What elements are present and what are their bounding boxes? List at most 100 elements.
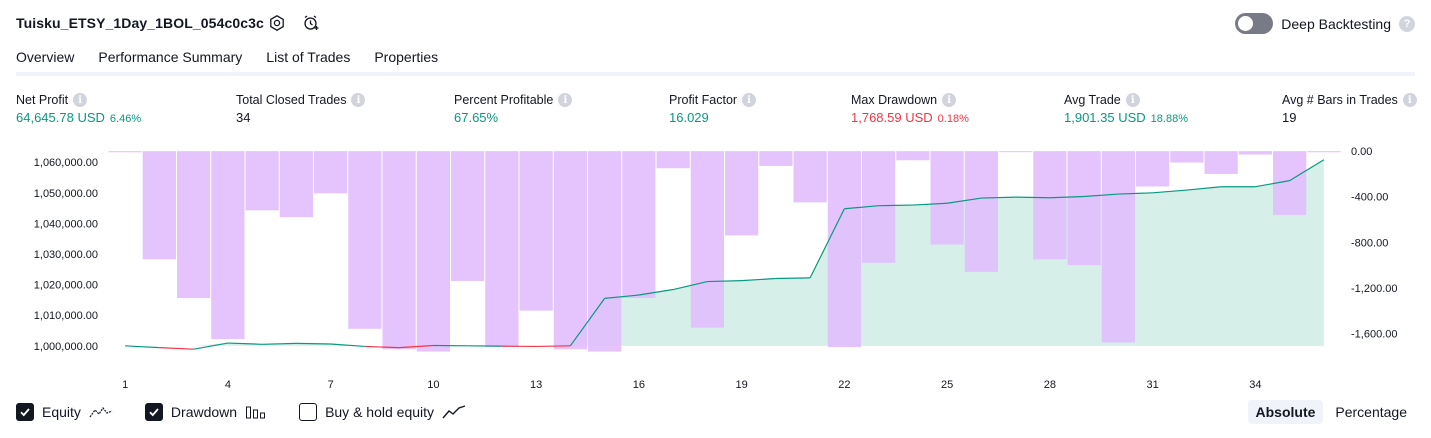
percentage-button[interactable]: Percentage — [1335, 404, 1407, 420]
drawdown-bar — [485, 151, 519, 348]
equity-checkbox[interactable] — [16, 403, 34, 421]
right-axis-tick-label: -800.00 — [1351, 237, 1388, 249]
equity-line-segment — [1084, 193, 1119, 198]
drawdown-checkbox[interactable] — [144, 403, 163, 421]
drawdown-bar — [1307, 151, 1341, 153]
drawdown-bar — [108, 151, 142, 153]
tabs-divider — [16, 72, 1415, 76]
legend-drawdown[interactable]: Drawdown — [144, 403, 267, 421]
equity-line-segment — [1118, 192, 1153, 195]
equity-line-segment — [227, 342, 263, 345]
equity-line-segment — [672, 280, 708, 291]
add-alert-icon[interactable] — [300, 12, 322, 34]
equity-line-segment — [364, 345, 400, 349]
info-icon[interactable]: i — [73, 93, 88, 107]
info-icon[interactable]: i — [742, 93, 757, 107]
equity-line-segment — [604, 294, 639, 299]
report-header: Tuisku_ETSY_1Day_1BOL_054c0c3c Deep Back… — [0, 0, 1431, 46]
equity-drawdown-chart[interactable]: 1,060,000.00 1,050,000.00 1,040,000.00 1,03… — [0, 140, 1431, 395]
drawdown-bar — [930, 151, 964, 245]
equity-line-segment — [775, 277, 811, 280]
drawdown-bar — [725, 151, 759, 236]
buy-hold-glyph-icon — [442, 404, 466, 420]
info-icon[interactable]: i — [1402, 93, 1417, 107]
help-icon[interactable]: ? — [1399, 15, 1415, 32]
equity-line-segment — [1049, 195, 1085, 199]
deep-backtesting-toggle[interactable] — [1235, 13, 1274, 34]
drawdown-bar — [1033, 151, 1067, 260]
x-axis-tick-label: 1 — [122, 379, 128, 391]
info-icon[interactable]: i — [558, 93, 573, 107]
metric-value: 67.65% — [454, 110, 499, 125]
legend-buy-hold[interactable]: Buy & hold equity — [299, 403, 466, 421]
x-axis-tick-label: 28 — [1044, 379, 1056, 391]
absolute-button[interactable]: Absolute — [1247, 400, 1324, 424]
chart-legend: Equity Drawdown Buy & hold equity — [16, 403, 498, 421]
metric-net-profit: Net Profit i 64,645.78 USD 6.46% — [16, 93, 141, 125]
drawdown-bar — [245, 151, 279, 211]
metric-percent-profitable: Percent Profitable i 67.65% — [454, 93, 573, 125]
metric-value: 64,645.78 USD — [16, 110, 105, 125]
equity-line-segment — [1015, 196, 1050, 199]
drawdown-bar — [1136, 151, 1170, 187]
left-axis-tick-label: 1,030,000.00 — [34, 249, 98, 261]
equity-line-segment — [741, 277, 776, 282]
drawdown-bar — [622, 151, 656, 299]
drawdown-bar — [553, 151, 587, 350]
metric-value: 19 — [1282, 110, 1297, 125]
info-icon[interactable]: i — [1125, 93, 1140, 107]
equity-line-segment — [125, 345, 160, 349]
left-axis-tick-label: 1,010,000.00 — [34, 310, 98, 322]
metric-label: Max Drawdown — [851, 93, 938, 107]
metric-label: Avg Trade — [1064, 93, 1121, 107]
drawdown-bar — [1067, 151, 1101, 266]
equity-line-segment — [638, 288, 674, 296]
equity-line-segment — [1186, 186, 1222, 191]
equity-line-segment — [262, 342, 297, 345]
drawdown-bar — [1238, 151, 1272, 155]
drawdown-bar — [793, 151, 827, 203]
tab-properties[interactable]: Properties — [374, 49, 439, 65]
equity-line-segment — [1152, 189, 1187, 194]
x-axis-tick-label: 19 — [736, 379, 748, 391]
tab-list-of-trades[interactable]: List of Trades — [266, 49, 351, 65]
equity-line-segment — [878, 204, 913, 207]
x-axis-tick-label: 22 — [838, 379, 850, 391]
metric-value: 34 — [236, 110, 251, 125]
settings-icon[interactable] — [266, 12, 288, 34]
equity-line-segment — [159, 347, 194, 350]
left-axis-tick-label: 1,050,000.00 — [34, 188, 98, 200]
equity-line-segment — [981, 196, 1016, 199]
info-icon[interactable]: i — [351, 93, 366, 107]
metric-percent: 18.88% — [1150, 113, 1188, 125]
equity-line-segment — [536, 345, 571, 348]
x-axis-tick-label: 31 — [1147, 379, 1159, 391]
drawdown-bar — [142, 151, 176, 260]
info-icon[interactable]: i — [942, 93, 957, 107]
left-axis-tick-label: 1,000,000.00 — [34, 341, 98, 353]
x-axis-tick-label: 34 — [1249, 379, 1261, 391]
right-axis-tick-label: -1,200.00 — [1351, 283, 1397, 295]
drawdown-bar — [1170, 151, 1204, 163]
metric-label: Net Profit — [16, 93, 69, 107]
legend-equity[interactable]: Equity — [16, 403, 113, 421]
metric-profit-factor: Profit Factor i 16.029 — [669, 93, 757, 125]
drawdown-bar — [690, 151, 724, 328]
buy-hold-checkbox[interactable] — [299, 403, 318, 421]
equity-line-segment — [399, 344, 434, 349]
x-axis-tick-label: 16 — [633, 379, 645, 391]
x-axis-tick-label: 4 — [225, 379, 231, 391]
metric-label: Avg # Bars in Trades — [1282, 93, 1398, 107]
drawdown-glyph-icon — [245, 404, 267, 420]
drawdown-bar — [656, 151, 690, 169]
tab-performance-summary[interactable]: Performance Summary — [98, 49, 243, 65]
left-axis-tick-label: 1,020,000.00 — [34, 280, 98, 292]
toggle-knob — [1238, 16, 1254, 31]
drawdown-bar — [416, 151, 450, 352]
drawdown-bar — [964, 151, 998, 272]
drawdown-bar — [588, 151, 622, 352]
right-axis-tick-label: 0.00 — [1351, 146, 1372, 158]
drawdown-bar — [519, 151, 553, 311]
x-axis-tick-label: 10 — [427, 379, 439, 391]
right-axis-tick-label: -400.00 — [1351, 192, 1388, 204]
